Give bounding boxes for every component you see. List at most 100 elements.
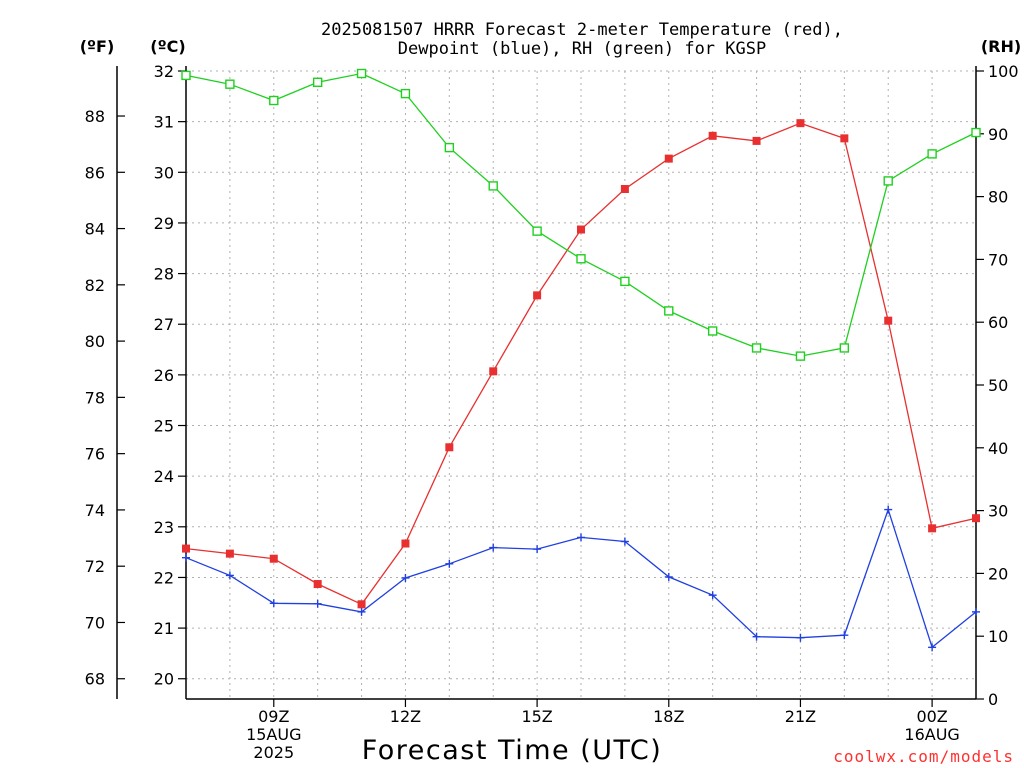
x-tick-label: 00Z	[916, 707, 947, 726]
x-tick-label: 21Z	[785, 707, 816, 726]
x-tick-label: 18Z	[653, 707, 684, 726]
celsius-tick-label: 23	[154, 518, 174, 537]
dewpoint-point	[225, 571, 234, 580]
rh-point	[532, 226, 542, 236]
rh-tick-label: 100	[988, 62, 1019, 81]
x-tick-label: 16AUG	[904, 725, 959, 744]
series-line-rh	[185, 72, 977, 357]
rh-tick-label: 10	[988, 627, 1008, 646]
dewpoint-point	[884, 505, 893, 514]
dewpoint-point	[269, 599, 278, 608]
celsius-tick-label: 30	[154, 163, 174, 182]
celsius-tick-label: 32	[154, 62, 174, 81]
temperature-point	[401, 539, 410, 548]
temperature-point	[225, 549, 234, 558]
temperature-point	[182, 544, 190, 553]
rh-tick-label: 20	[988, 564, 1008, 583]
dewpoint-point	[928, 643, 937, 652]
celsius-tick-label: 20	[154, 670, 174, 689]
x-axis-label: Forecast Time (UTC)	[362, 735, 663, 766]
rh-point	[664, 306, 674, 316]
rh-point	[971, 127, 981, 138]
rh-point	[488, 181, 498, 191]
rh-point	[751, 343, 762, 353]
dewpoint-point	[401, 573, 410, 582]
grid-lines	[186, 70, 976, 699]
dewpoint-point	[533, 545, 542, 554]
temperature-point	[620, 185, 629, 194]
fahrenheit-tick-label: 72	[85, 557, 105, 576]
rh-point	[839, 343, 850, 353]
temperature-point	[489, 367, 498, 376]
dewpoint-point	[972, 607, 980, 616]
data-series	[181, 68, 981, 652]
rh-tick-label: 40	[988, 439, 1008, 458]
temperature-point	[533, 291, 542, 300]
dewpoint-point	[182, 553, 190, 562]
rh-point	[795, 351, 806, 361]
celsius-tick-label: 21	[154, 619, 174, 638]
dewpoint-point	[357, 607, 366, 616]
dewpoint-point	[796, 633, 805, 642]
rh-point	[576, 254, 586, 264]
fahrenheit-axis-label: (ºF)	[80, 37, 115, 56]
dewpoint-point	[840, 631, 849, 640]
rh-point	[181, 70, 191, 81]
fahrenheit-tick-label: 82	[85, 276, 105, 295]
x-tick-label: 2025	[253, 743, 294, 762]
fahrenheit-tick-label: 76	[85, 445, 105, 464]
fahrenheit-tick-label: 88	[85, 107, 105, 126]
temperature-point	[884, 316, 893, 325]
fahrenheit-tick-label: 78	[85, 388, 105, 407]
temperature-point	[840, 134, 849, 143]
rh-point	[620, 276, 630, 287]
rh-point	[269, 95, 279, 106]
rh-axis-label: (RH)	[981, 37, 1021, 56]
rh-tick-label: 70	[988, 250, 1008, 269]
rh-tick-label: 80	[988, 188, 1008, 207]
dewpoint-point	[620, 537, 629, 546]
chart-title-line1: 2025081507 HRRR Forecast 2-meter Tempera…	[321, 20, 843, 40]
rh-tick-label: 30	[988, 502, 1008, 521]
rh-point	[707, 326, 718, 336]
celsius-tick-label: 27	[154, 315, 174, 334]
x-tick-label: 09Z	[258, 707, 289, 726]
rh-tick-label: 60	[988, 313, 1008, 332]
dewpoint-point	[708, 591, 717, 600]
temperature-point	[445, 443, 454, 452]
rh-point	[400, 88, 411, 99]
rh-point	[927, 149, 937, 159]
dewpoint-point	[445, 559, 454, 568]
temperature-point	[928, 524, 937, 533]
rh-point	[883, 176, 893, 186]
celsius-tick-label: 29	[154, 214, 174, 233]
temperature-point	[269, 554, 278, 563]
dewpoint-point	[489, 543, 498, 552]
dewpoint-point	[313, 599, 322, 608]
temperature-point	[664, 154, 673, 163]
celsius-tick-label: 26	[154, 366, 174, 385]
dewpoint-point	[752, 632, 761, 641]
celsius-tick-label: 25	[154, 417, 174, 436]
axes: 20 21 22 23 24 25 26 27 28 29 30 31 32 68 70 72 74 76 78 80…	[85, 62, 1019, 762]
celsius-tick-label: 31	[154, 113, 174, 132]
series-line-dewpoint	[185, 507, 977, 649]
dewpoint-point	[577, 533, 585, 542]
series-line-temperature	[185, 122, 977, 606]
fahrenheit-tick-label: 68	[85, 670, 105, 689]
temperature-point	[796, 119, 805, 128]
rh-point	[356, 68, 367, 79]
fahrenheit-tick-label: 80	[85, 332, 105, 351]
chart-title-line2: Dewpoint (blue), RH (green) for KGSP	[398, 39, 766, 59]
rh-tick-label: 90	[988, 125, 1008, 144]
celsius-tick-label: 28	[154, 265, 174, 284]
temperature-point	[752, 136, 761, 145]
temperature-point	[357, 600, 366, 609]
rh-point	[312, 77, 323, 88]
dewpoint-point	[664, 572, 673, 581]
rh-tick-label: 0	[988, 690, 998, 709]
fahrenheit-tick-label: 84	[85, 220, 105, 239]
x-tick-label: 12Z	[390, 707, 421, 726]
rh-point	[444, 142, 455, 153]
